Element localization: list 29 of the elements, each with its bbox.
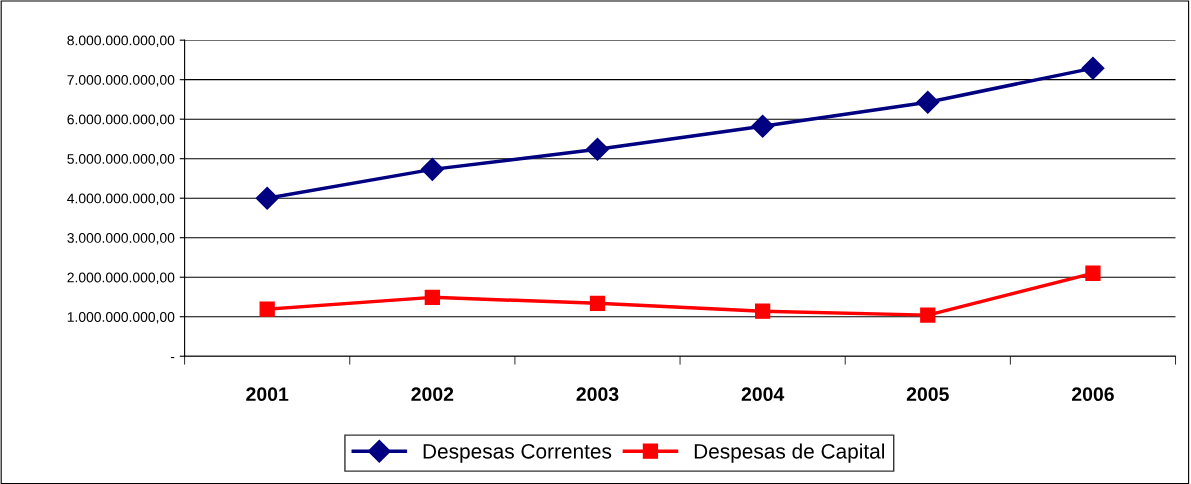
- point: [916, 90, 940, 114]
- legend-label: Despesas Correntes: [423, 443, 612, 463]
- point: [1085, 265, 1101, 281]
- y-tick-label: 6.000.000.000,00: [67, 114, 175, 126]
- y-tick-label: 1.000.000.000,00: [67, 312, 175, 324]
- x-tick-label: 2001: [246, 387, 289, 402]
- y-tick-label: 2.000.000.000,00: [67, 272, 175, 285]
- point: [255, 186, 279, 210]
- y-tick-label: 3.000.000.000,00: [67, 233, 175, 245]
- point: [920, 307, 936, 323]
- point: [754, 303, 771, 319]
- x-tick-label: 2005: [906, 387, 949, 402]
- point: [751, 114, 775, 138]
- point: [585, 137, 609, 161]
- point: [589, 295, 606, 311]
- x-tick-label: 2002: [411, 387, 454, 402]
- legend-label: Despesas de Capital: [694, 443, 884, 463]
- y-tick-label: 5.000.000.000,00: [67, 154, 175, 166]
- y-tick-label: -: [170, 357, 175, 359]
- point: [424, 289, 440, 305]
- y-tick-label: 8.000.000.000,00: [67, 35, 175, 47]
- y-tick-label: 7.000.000.000,00: [67, 75, 175, 87]
- point: [259, 301, 275, 317]
- point: [1081, 56, 1105, 80]
- y-tick-label: 4.000.000.000,00: [67, 193, 175, 206]
- x-tick-label: 2003: [576, 387, 619, 402]
- x-tick-label: 2004: [741, 387, 785, 402]
- x-tick-label: 2006: [1071, 387, 1114, 402]
- point: [420, 157, 444, 181]
